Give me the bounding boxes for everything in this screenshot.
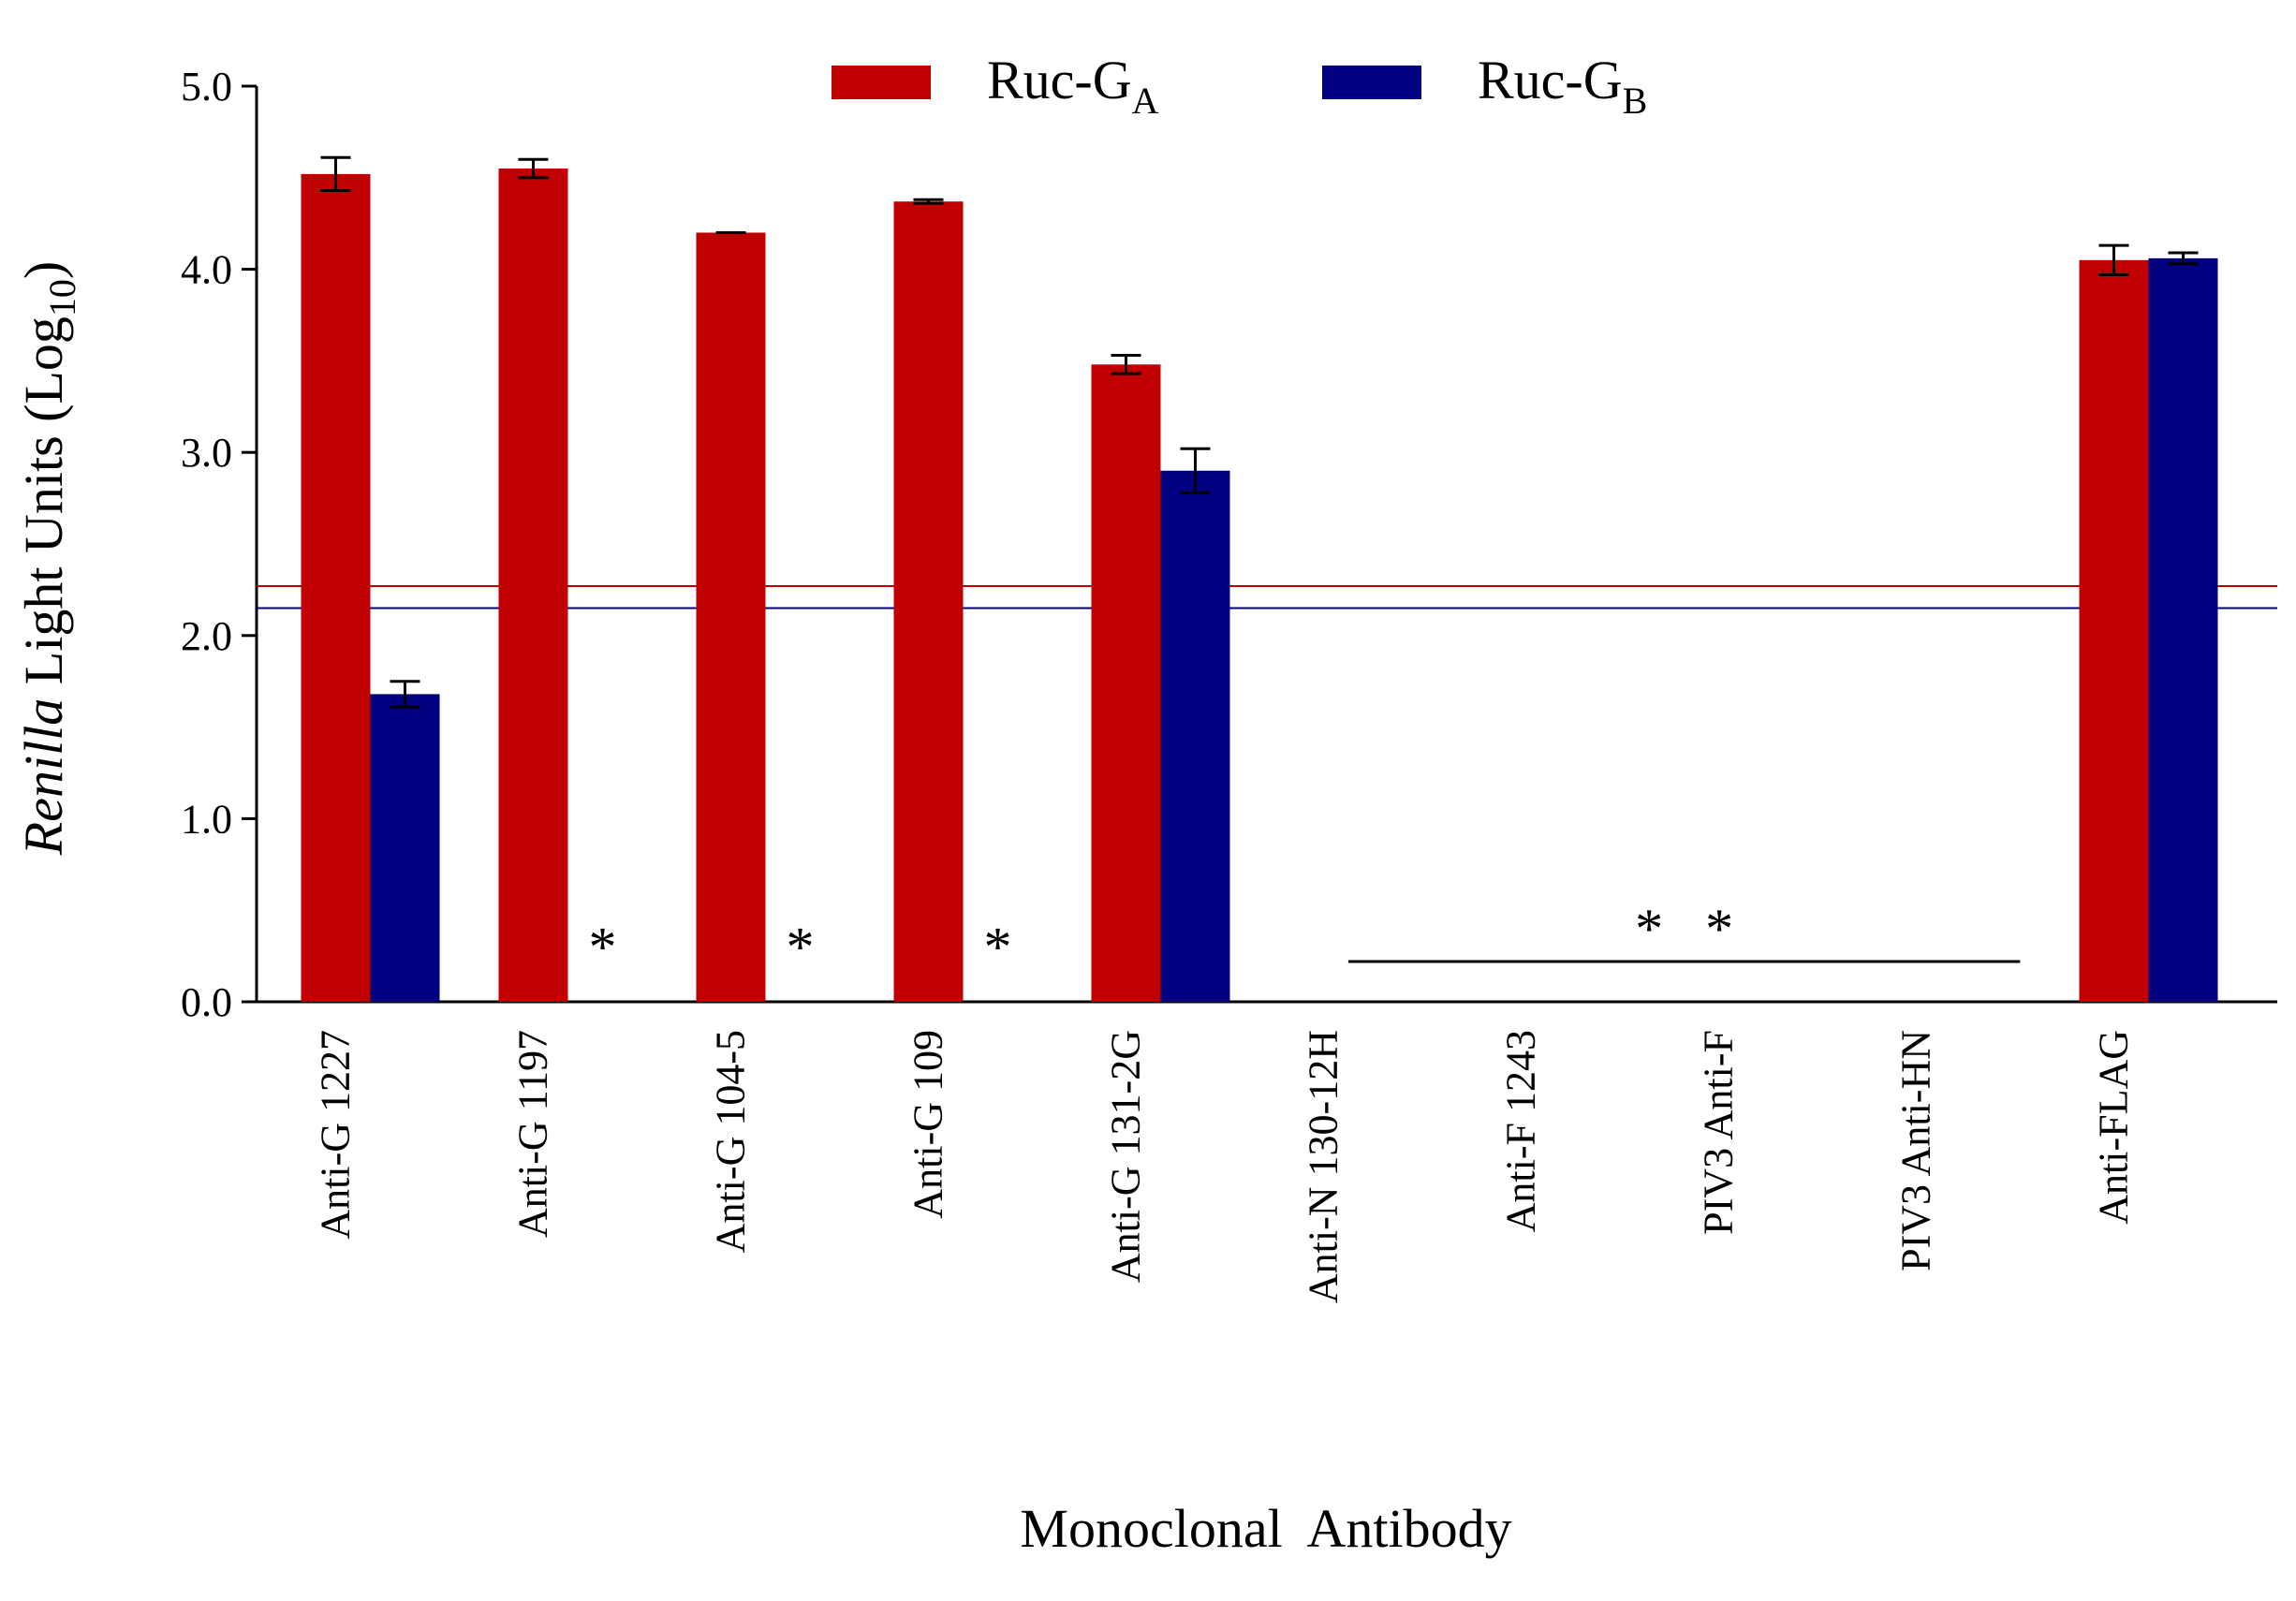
significance-marker: *	[787, 916, 815, 977]
x-tick-label-anti-n-130-12h: Anti-N 130-12H	[1301, 1030, 1347, 1303]
axes	[255, 86, 2277, 1004]
legend-label-ruc-ga: Ruc-GA	[987, 50, 1159, 122]
bar-ruc-gb-anti-g-131-2g	[1160, 470, 1230, 1002]
bar-ruc-gb-anti-flag	[2148, 257, 2218, 1002]
threshold-lines	[257, 584, 2277, 610]
y-tick-label: 2.0	[181, 613, 232, 659]
significance-marker: *	[589, 916, 617, 977]
bar-ruc-ga-anti-g-131-2g	[1091, 364, 1161, 1002]
x-axis-title: Monoclonal Antibody	[1020, 1498, 1511, 1559]
y-tick-label: 5.0	[181, 64, 232, 110]
bar-ruc-ga-anti-g-1227	[301, 173, 371, 1002]
legend-swatch-ruc-gb	[1322, 66, 1421, 99]
significance-marker: * *	[1635, 898, 1733, 960]
x-tick-label-anti-flag: Anti-FLAG	[2091, 1030, 2137, 1225]
legend: Ruc-GA Ruc-GB	[832, 50, 1647, 122]
y-ticks: 0.0 1.0 2.0 3.0 4.0 5.0	[181, 64, 257, 1025]
x-tick-label-piv3-anti-f: PIV3 Anti-F	[1696, 1030, 1742, 1235]
x-tick-label-anti-g-131-2g: Anti-G 131-2G	[1103, 1030, 1149, 1283]
bar-ruc-ga-anti-g-104-5	[696, 232, 766, 1003]
x-tick-labels: Anti-G 1227 Anti-G 1197 Anti-G 104-5 Anti-G…	[313, 1030, 2137, 1303]
x-tick-label-anti-g-104-5: Anti-G 104-5	[708, 1030, 754, 1253]
y-tick-label: 1.0	[181, 796, 232, 842]
bar-ruc-ga-anti-g-1197	[498, 169, 568, 1002]
y-axis-title: Renilla Light Units (Log10)	[13, 261, 83, 856]
significance-marker: *	[984, 916, 1012, 977]
bar-ruc-ga-anti-g-109	[893, 201, 964, 1002]
x-tick-label-piv3-anti-hn: PIV3 Anti-HN	[1893, 1030, 1939, 1271]
error-bars	[320, 155, 2199, 709]
legend-swatch-ruc-ga	[832, 66, 931, 99]
bar-ruc-ga-anti-flag	[2079, 259, 2149, 1002]
x-tick-label-anti-g-109: Anti-G 109	[905, 1030, 951, 1219]
y-tick-label: 4.0	[181, 247, 232, 293]
x-tick-label-anti-g-1197: Anti-G 1197	[510, 1030, 556, 1238]
y-tick-label: 0.0	[181, 979, 232, 1025]
annotations: * * * * *	[589, 898, 2021, 977]
bars	[301, 169, 2218, 1003]
legend-label-ruc-gb: Ruc-GB	[1478, 50, 1647, 122]
y-tick-label: 3.0	[181, 430, 232, 476]
x-tick-label-anti-g-1227: Anti-G 1227	[313, 1030, 359, 1240]
bar-ruc-gb-anti-g-1227	[370, 694, 440, 1002]
x-tick-label-anti-f-1243: Anti-F 1243	[1498, 1030, 1544, 1232]
